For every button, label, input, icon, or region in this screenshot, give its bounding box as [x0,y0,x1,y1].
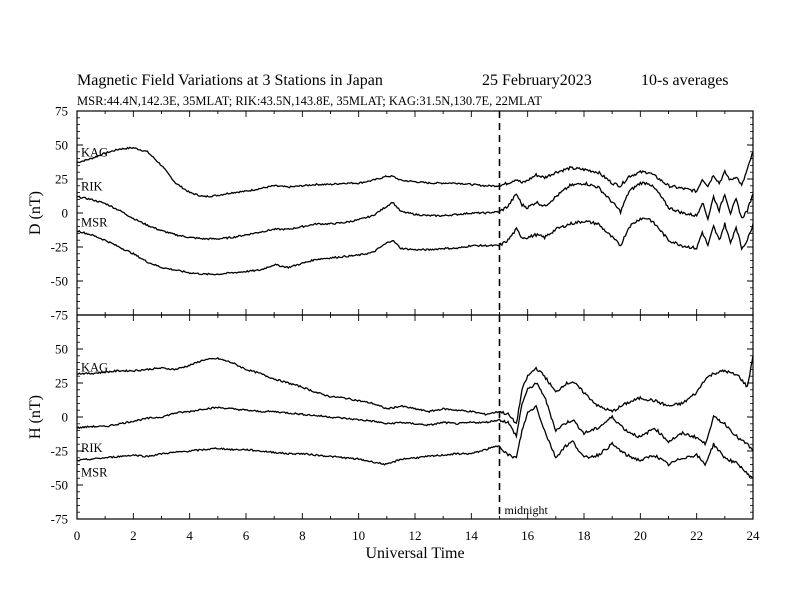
series-line-kag [76,146,754,198]
y-tick-label: -75 [51,308,68,323]
y-tick-label: 25 [55,172,68,187]
series-line-rik [76,382,754,452]
series-line-msr [76,404,754,479]
y-tick-label: 50 [55,138,68,153]
series-label-kag: KAG [81,360,108,374]
series-label-rik: RIK [81,441,103,455]
panel-frame [76,314,754,520]
y-tick-label: -50 [51,274,68,289]
series-line-msr [76,217,754,276]
series-label-kag: KAG [81,146,108,160]
y-tick-label: -25 [51,444,68,459]
y-tick-label: 25 [55,376,68,391]
x-tick-label: 10 [352,528,365,543]
x-tick-label: 6 [243,528,250,543]
series-label-msr: MSR [81,466,108,480]
y-tick-label: 0 [62,206,69,221]
x-tick-label: 18 [578,528,591,543]
y-tick-label: -50 [51,478,68,493]
midnight-marker-label: midnight [505,503,549,517]
x-tick-label: 14 [465,528,479,543]
x-tick-label: 20 [634,528,647,543]
y-axis-label: H (nT) [27,395,44,439]
y-tick-label: -25 [51,240,68,255]
series-line-rik [76,180,754,241]
y-tick-label: 50 [55,342,68,357]
x-tick-label: 4 [186,528,193,543]
stations-subtitle: MSR:44.4N,142.3E, 35MLAT; RIK:43.5N,143.… [77,94,542,108]
x-tick-label: 24 [747,528,761,543]
chart-date: 25 February2023 [482,72,592,89]
x-tick-label: 12 [409,528,422,543]
x-tick-label: 16 [521,528,535,543]
series-line-kag [76,355,754,424]
y-tick-label: 0 [62,410,69,425]
series-label-msr: MSR [81,216,108,230]
x-tick-label: 0 [74,528,81,543]
chart-title: Magnetic Field Variations at 3 Stations … [77,72,383,89]
x-tick-label: 8 [299,528,306,543]
averaging-label: 10-s averages [641,72,729,89]
y-tick-label: -75 [51,512,68,527]
panel-frame [76,110,754,316]
x-axis-label: Universal Time [365,545,464,562]
x-tick-label: 22 [690,528,703,543]
series-label-rik: RIK [81,180,103,194]
y-tick-label: 75 [55,104,68,119]
x-tick-label: 2 [130,528,137,543]
y-axis-label: D (nT) [27,191,44,235]
